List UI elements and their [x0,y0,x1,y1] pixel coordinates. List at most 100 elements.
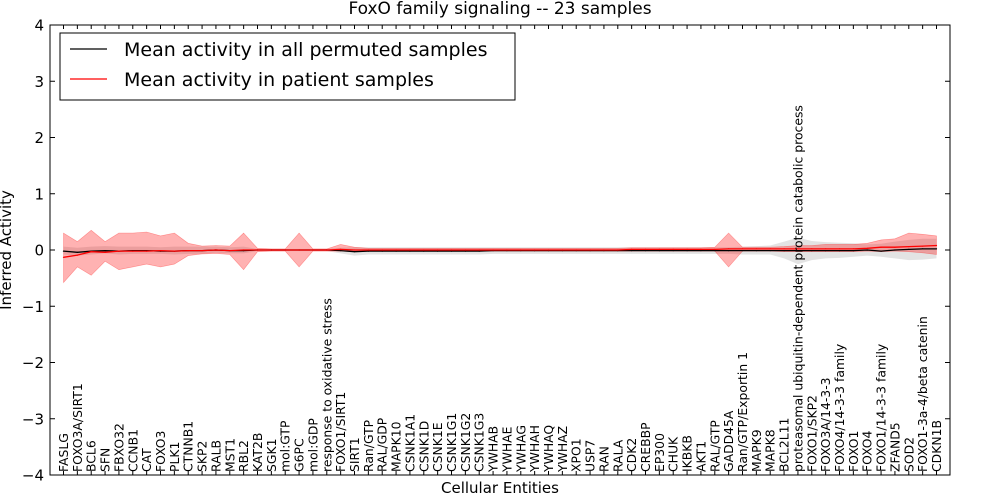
data-point-patient [215,249,217,251]
x-tick-label: G6PC [292,438,307,472]
legend-label-patient: Mean activity in patient samples [124,69,434,91]
x-tick-label: BCL2L11 [777,418,792,472]
data-point-patient [658,248,661,250]
x-tick-label: FOXO1/SIRT1 [333,392,348,472]
x-tick-label: CDK2 [624,438,639,472]
data-point-permuted [880,250,882,252]
data-point-patient [783,248,785,250]
x-tick-label: FBXO32 [111,423,126,472]
data-point-patient [866,247,868,249]
x-tick-label: YWHAG [513,425,528,473]
data-point-patient [104,251,106,253]
data-point-patient [478,249,480,251]
x-tick-label: YWHAZ [555,426,570,473]
data-point-patient [284,249,286,251]
y-axis-label: Inferred Activity [0,190,15,310]
data-point-patient [825,248,827,250]
data-point-patient [381,249,383,251]
data-point-patient [395,249,397,251]
y-axis-ticks: 4 3 2 1 0 −1 −2 −3 −4 [22,17,950,485]
data-point-patient [644,248,647,250]
data-point-permuted [852,250,855,252]
data-point-patient [201,250,203,252]
y-tick-label: 1 [34,185,44,203]
y-tick-label: −1 [22,298,44,316]
legend-box [59,32,516,101]
data-point-patient [90,251,92,253]
data-point-permuted [741,250,744,252]
data-point-patient [589,249,591,251]
data-point-patient [741,248,744,250]
data-point-permuted [104,250,106,252]
data-point-permuted [866,249,868,251]
data-point-patient [173,250,175,252]
data-point-patient [298,249,300,251]
x-tick-label: MST1 [222,438,237,472]
x-tick-label: mol:GTP [278,420,293,472]
data-point-permuted [755,250,758,252]
data-point-patient [450,249,453,251]
x-tick-label: FOXO1-3a-4/beta catenin [915,316,930,472]
data-point-patient [340,248,342,250]
x-tick-label: CDKN1B [929,420,944,472]
data-point-patient [243,249,245,251]
data-point-permuted [450,250,453,252]
x-tick-label: CSNK1G2 [458,413,473,472]
data-point-permuted [894,249,896,251]
y-tick-label: 3 [34,73,44,91]
x-tick-label: FOXO4/14-3-3 family [832,344,847,472]
x-tick-label: FOXO1 [846,431,861,472]
legend: Mean activity in all permuted samples Me… [59,32,516,101]
data-point-patient [922,245,924,247]
data-point-patient [187,250,189,252]
data-point-patient [437,249,439,251]
x-tick-label: YWHAH [527,425,542,473]
x-tick-label: ZFAND5 [887,422,902,472]
x-tick-label: response to oxidative stress [319,298,334,472]
x-axis-label: Cellular Entities [441,479,559,497]
x-tick-label: EP300 [652,433,667,472]
data-point-permuted [423,250,425,252]
data-point-permuted [714,250,716,252]
x-tick-label: FOXO3 [153,431,168,472]
line-patient [63,244,937,258]
x-tick-label: CCNB1 [125,429,140,472]
data-point-patient [617,249,619,251]
data-point-patient [229,250,231,252]
data-point-permuted [340,250,342,252]
x-tick-label: CAT [139,448,154,472]
x-tick-label: KAT2B [250,433,265,472]
x-tick-label: FOXO1/SKP2 [804,395,819,472]
x-tick-label: mol:GDP [305,418,320,472]
data-point-patient [256,249,259,251]
x-tick-label: proteasomal ubiquitin-dependent protein … [790,105,805,472]
data-point-permuted [395,250,397,252]
data-point-patient [811,248,813,250]
data-point-patient [894,246,896,248]
x-tick-label: YWHAB [486,426,501,473]
data-point-patient [631,248,633,250]
data-point-patient [700,248,702,250]
data-point-patient [769,248,771,250]
x-tick-label: XPO1 [569,438,584,472]
data-point-permuted [838,250,841,252]
data-point-patient [575,249,577,251]
data-point-patient [409,249,411,251]
data-point-permuted [409,250,411,252]
data-point-permuted [922,248,924,250]
x-tick-label: YWHAE [499,426,514,473]
data-point-permuted [644,250,647,252]
x-tick-label: RALB [208,440,223,472]
data-point-patient [520,249,522,251]
y-tick-label: 4 [34,17,44,35]
data-point-patient [852,248,855,250]
x-tick-label: CSNK1G1 [444,413,459,472]
data-point-patient [146,250,148,252]
x-tick-label: RAL/GTP [707,420,722,472]
chart-title: FoxO family signaling -- 23 samples [348,0,651,19]
data-point-permuted [478,250,480,252]
x-tick-label: SOD2 [901,437,916,472]
data-point-permuted [631,250,633,252]
data-point-patient [62,256,65,258]
data-point-patient [423,249,425,251]
